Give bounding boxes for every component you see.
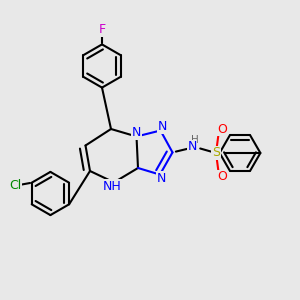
- Text: Cl: Cl: [9, 179, 21, 192]
- Text: N: N: [157, 172, 166, 185]
- Text: S: S: [212, 146, 220, 160]
- Text: N: N: [132, 126, 141, 140]
- Text: O: O: [217, 170, 227, 184]
- Text: F: F: [98, 23, 106, 36]
- Text: N: N: [157, 120, 167, 134]
- Text: O: O: [217, 122, 227, 136]
- Text: N: N: [187, 140, 197, 154]
- Text: H: H: [191, 135, 199, 146]
- Text: NH: NH: [103, 179, 122, 193]
